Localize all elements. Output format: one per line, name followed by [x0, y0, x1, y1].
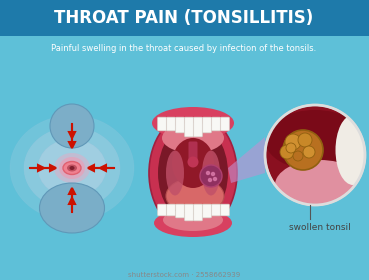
Text: THROAT PAIN (TONSILLITIS): THROAT PAIN (TONSILLITIS) — [54, 9, 314, 27]
FancyArrow shape — [42, 165, 56, 171]
Circle shape — [303, 146, 315, 158]
Circle shape — [265, 105, 365, 205]
Ellipse shape — [172, 138, 214, 188]
Ellipse shape — [59, 157, 85, 179]
Ellipse shape — [158, 123, 228, 223]
FancyBboxPatch shape — [221, 204, 229, 216]
Circle shape — [286, 143, 296, 153]
Circle shape — [206, 171, 210, 175]
Ellipse shape — [162, 123, 224, 153]
FancyArrow shape — [88, 165, 102, 171]
Ellipse shape — [39, 183, 104, 233]
FancyArrow shape — [69, 134, 75, 148]
Circle shape — [293, 151, 303, 161]
FancyArrow shape — [100, 165, 114, 171]
Ellipse shape — [275, 160, 365, 210]
Circle shape — [285, 134, 301, 150]
FancyBboxPatch shape — [212, 204, 220, 216]
FancyBboxPatch shape — [203, 204, 211, 218]
Ellipse shape — [166, 151, 184, 195]
Ellipse shape — [10, 115, 134, 221]
FancyBboxPatch shape — [212, 117, 220, 131]
Ellipse shape — [24, 127, 120, 209]
FancyArrow shape — [69, 198, 75, 212]
Circle shape — [298, 133, 312, 147]
Ellipse shape — [265, 110, 365, 170]
Circle shape — [213, 177, 217, 181]
Ellipse shape — [38, 139, 106, 197]
Ellipse shape — [152, 107, 234, 139]
Ellipse shape — [154, 209, 232, 237]
Polygon shape — [228, 137, 265, 183]
Circle shape — [211, 172, 215, 176]
Circle shape — [50, 104, 94, 148]
FancyBboxPatch shape — [189, 141, 197, 162]
FancyBboxPatch shape — [185, 204, 193, 221]
Circle shape — [208, 178, 212, 182]
Circle shape — [200, 165, 222, 187]
FancyArrow shape — [69, 188, 75, 202]
Ellipse shape — [69, 166, 75, 170]
FancyBboxPatch shape — [221, 117, 229, 131]
FancyBboxPatch shape — [158, 204, 166, 216]
Circle shape — [187, 157, 199, 167]
Ellipse shape — [63, 162, 81, 174]
FancyArrow shape — [30, 165, 44, 171]
Ellipse shape — [149, 113, 237, 233]
FancyArrow shape — [69, 124, 75, 138]
Ellipse shape — [67, 165, 77, 171]
Ellipse shape — [163, 209, 223, 231]
Text: Painful swelling in the throat caused by infection of the tonsils.: Painful swelling in the throat caused by… — [51, 43, 317, 53]
FancyBboxPatch shape — [203, 117, 211, 133]
FancyBboxPatch shape — [194, 117, 202, 137]
Ellipse shape — [335, 115, 369, 185]
FancyBboxPatch shape — [167, 204, 175, 216]
FancyBboxPatch shape — [167, 117, 175, 131]
Ellipse shape — [54, 153, 90, 183]
FancyBboxPatch shape — [176, 117, 184, 133]
FancyBboxPatch shape — [185, 117, 193, 137]
Text: shutterstock.com · 2558662939: shutterstock.com · 2558662939 — [128, 272, 240, 278]
FancyBboxPatch shape — [176, 204, 184, 218]
Ellipse shape — [202, 151, 220, 195]
Bar — [0, 0, 369, 36]
Circle shape — [280, 145, 294, 159]
FancyBboxPatch shape — [194, 204, 202, 221]
Ellipse shape — [166, 178, 224, 214]
Circle shape — [283, 130, 323, 170]
Text: swollen tonsil: swollen tonsil — [289, 223, 351, 232]
FancyBboxPatch shape — [158, 117, 166, 131]
